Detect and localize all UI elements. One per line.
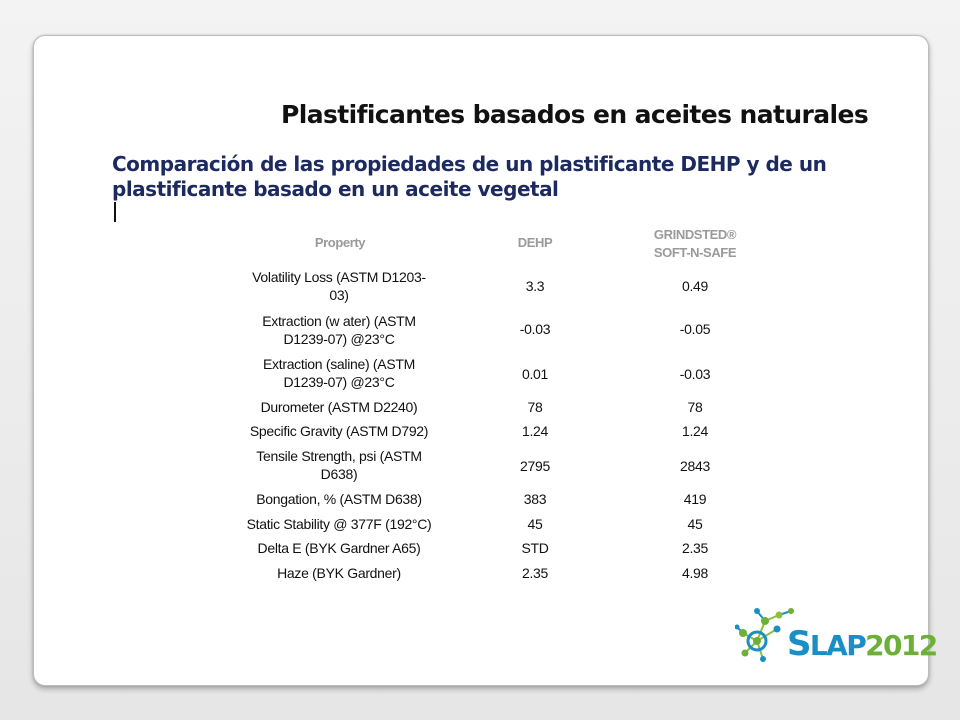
table-row: Haze (BYK Gardner) 2.35 4.98 bbox=[0, 564, 960, 582]
cell-dehp: 45 bbox=[527, 516, 543, 532]
cell-grindsted: -0.03 bbox=[679, 366, 711, 382]
cell-grindsted: 45 bbox=[687, 516, 703, 532]
property-line-1: Tensile Strength, psi (ASTM bbox=[256, 448, 422, 464]
cell-grindsted: 78 bbox=[687, 399, 703, 415]
property-line-1: Durometer (ASTM D2240) bbox=[260, 399, 418, 415]
property-line-1: Delta E (BYK Gardner A65) bbox=[257, 540, 421, 556]
table-row: Volatility Loss (ASTM D1203- 03) 3.3 0.4… bbox=[0, 268, 960, 304]
table-row: Extraction (saline) (ASTM D1239-07) @23°… bbox=[0, 355, 960, 391]
cell-grindsted: -0.05 bbox=[679, 321, 711, 337]
table-row: Bongation, % (ASTM D638) 383 419 bbox=[0, 490, 960, 508]
slide-subtitle: Comparación de las propiedades de un pla… bbox=[112, 152, 832, 222]
cell-property: Haze (BYK Gardner) bbox=[226, 564, 452, 582]
property-line-1: Specific Gravity (ASTM D792) bbox=[249, 423, 429, 439]
property-line-2: D1239-07) @23°C bbox=[283, 331, 395, 347]
cell-grindsted: 4.98 bbox=[681, 565, 709, 581]
cell-grindsted: 419 bbox=[683, 491, 707, 507]
cell-property: Delta E (BYK Gardner A65) bbox=[226, 539, 452, 557]
cell-property: Static Stability @ 377F (192°C) bbox=[226, 515, 452, 533]
cell-property: Specific Gravity (ASTM D792) bbox=[226, 422, 452, 440]
cell-property: Volatility Loss (ASTM D1203- 03) bbox=[226, 268, 452, 304]
header-grindsted-line-1: GRINDSTED® bbox=[653, 227, 737, 242]
subtitle-line-1: Comparación de las propiedades de un pla… bbox=[112, 152, 827, 176]
slide bbox=[33, 35, 929, 686]
cell-dehp: STD bbox=[521, 540, 549, 556]
cell-dehp: 3.3 bbox=[525, 278, 545, 294]
table-row: Extraction (w ater) (ASTM D1239-07) @23°… bbox=[0, 312, 960, 348]
property-line-1: Static Stability @ 377F (192°C) bbox=[246, 516, 432, 532]
cell-property: Tensile Strength, psi (ASTM D638) bbox=[226, 447, 452, 483]
cell-property: Extraction (w ater) (ASTM D1239-07) @23°… bbox=[226, 312, 452, 348]
slap-2012-logo: SLAP2012 bbox=[735, 607, 938, 667]
subtitle-line-2: plastificante basado en un aceite vegeta… bbox=[112, 177, 832, 222]
table-row: Delta E (BYK Gardner A65) STD 2.35 bbox=[0, 539, 960, 557]
logo-wordmark: SLAP2012 bbox=[787, 627, 938, 662]
cell-dehp: 2.35 bbox=[521, 565, 549, 581]
cell-grindsted: 2.35 bbox=[681, 540, 709, 556]
slide-title: Plastificantes basados en aceites natura… bbox=[281, 100, 869, 129]
property-line-1: Haze (BYK Gardner) bbox=[277, 565, 401, 581]
property-line-2: 03) bbox=[329, 287, 349, 303]
header-property: Property bbox=[314, 235, 366, 250]
property-line-1: Volatility Loss (ASTM D1203- bbox=[252, 269, 426, 285]
cell-dehp: 1.24 bbox=[521, 423, 549, 439]
molecule-icon bbox=[735, 608, 794, 662]
cell-dehp: 78 bbox=[527, 399, 543, 415]
logo-year: 2012 bbox=[865, 629, 938, 662]
cell-dehp: -0.03 bbox=[519, 321, 551, 337]
header-dehp: DEHP bbox=[517, 235, 553, 250]
property-line-1: Bongation, % (ASTM D638) bbox=[256, 491, 422, 507]
cell-property: Extraction (saline) (ASTM D1239-07) @23°… bbox=[226, 355, 452, 391]
subtitle-line-2-text: plastificante basado en un aceite vegeta… bbox=[112, 177, 559, 201]
table-row: Tensile Strength, psi (ASTM D638) 2795 2… bbox=[0, 447, 960, 483]
property-line-1: Extraction (w ater) (ASTM bbox=[262, 313, 416, 329]
header-grindsted: GRINDSTED® SOFT-N-SAFE bbox=[620, 226, 770, 262]
cell-dehp: 0.01 bbox=[521, 366, 549, 382]
table-row: Static Stability @ 377F (192°C) 45 45 bbox=[0, 515, 960, 533]
cell-property: Bongation, % (ASTM D638) bbox=[226, 490, 452, 508]
cell-grindsted: 1.24 bbox=[681, 423, 709, 439]
property-line-2: D1239-07) @23°C bbox=[283, 374, 395, 390]
cell-grindsted: 0.49 bbox=[681, 278, 709, 294]
cell-dehp: 383 bbox=[523, 491, 547, 507]
cell-property: Durometer (ASTM D2240) bbox=[226, 398, 452, 416]
table-row: Durometer (ASTM D2240) 78 78 bbox=[0, 398, 960, 416]
text-cursor bbox=[114, 202, 116, 222]
table-row: Specific Gravity (ASTM D792) 1.24 1.24 bbox=[0, 422, 960, 440]
logo-s: S bbox=[787, 624, 811, 664]
cell-dehp: 2795 bbox=[520, 458, 550, 474]
logo-lap: LAP bbox=[809, 629, 867, 662]
property-line-1: Extraction (saline) (ASTM bbox=[263, 356, 415, 372]
cell-grindsted: 2843 bbox=[680, 458, 710, 474]
property-line-2: D638) bbox=[320, 466, 358, 482]
header-grindsted-line-2: SOFT-N-SAFE bbox=[653, 245, 737, 260]
